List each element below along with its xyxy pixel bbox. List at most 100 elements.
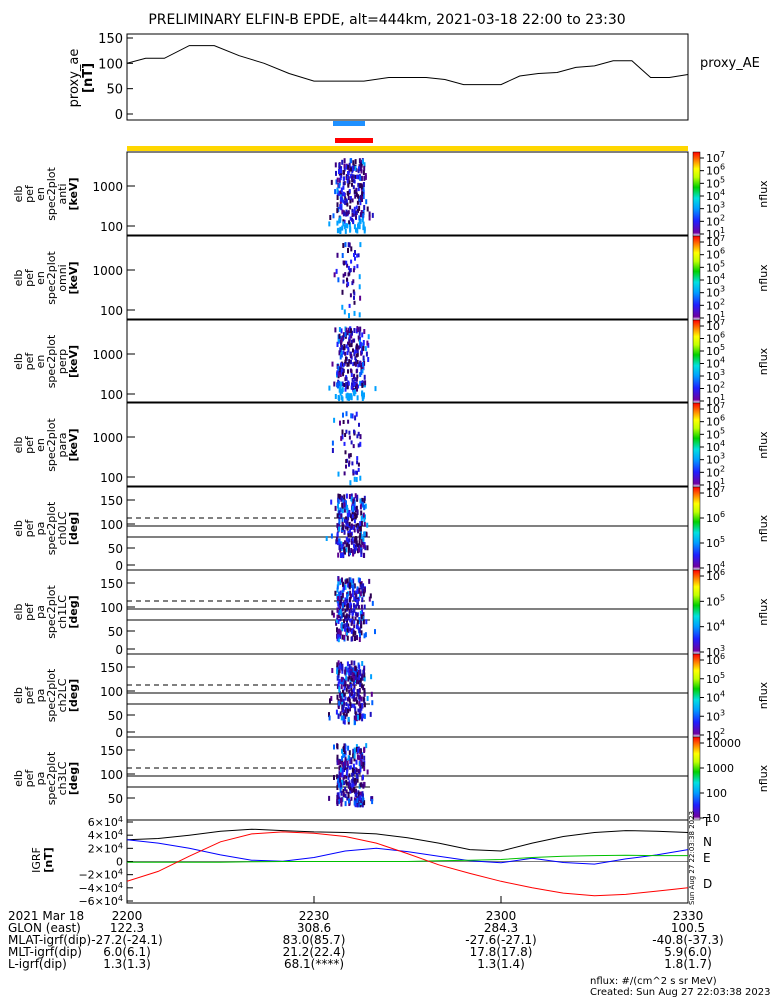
spectrogram-pixel — [344, 760, 347, 766]
spectrogram-pixel — [353, 624, 356, 629]
spectrogram-pixel — [343, 170, 345, 174]
spectrogram-pixel — [353, 352, 356, 357]
spectrogram-pixel — [359, 336, 361, 342]
spectrogram-pixel — [357, 222, 360, 228]
panel-ytick-label: 50 — [108, 792, 123, 806]
panel-ylabel-line: pa — [34, 522, 47, 536]
panel-ytick-label: 100 — [100, 768, 123, 782]
spectrogram-pixel — [339, 175, 342, 181]
spectrogram-pixel — [343, 701, 345, 706]
spectrogram-pixel — [347, 196, 350, 200]
spectrogram-pixel — [342, 745, 345, 751]
spectrogram-pixel — [353, 753, 356, 759]
spectrogram-pixel — [336, 533, 339, 539]
spectrogram-pixel — [363, 329, 366, 334]
spectrogram-pixel — [352, 338, 355, 343]
spectrogram-pixel — [343, 719, 346, 725]
spectrogram-pixel — [359, 782, 362, 788]
spectrogram-pixel — [348, 435, 351, 440]
spectrogram-pixel — [362, 552, 365, 558]
panel-ytick-label: 0 — [115, 726, 123, 740]
spectrogram-pixel — [357, 802, 360, 808]
spectrogram-pixel — [347, 667, 350, 673]
spectrogram-pixel — [361, 716, 364, 722]
colorbar-tick-label: 104 — [706, 619, 725, 634]
spectrogram-pixel — [352, 375, 355, 380]
spectrogram-pixel — [352, 178, 355, 183]
panel-ylabel-line: pef — [23, 184, 36, 203]
spectrogram-pixel — [336, 220, 339, 226]
spectrogram-pixel — [342, 412, 344, 418]
spectrogram-pixel — [347, 248, 349, 253]
spectrogram-pixel — [355, 227, 357, 233]
spectrogram-pixel — [354, 711, 357, 716]
spectrogram-pixel — [341, 761, 344, 767]
spectrogram-pixel — [333, 744, 335, 750]
spectrogram-pixel — [365, 531, 368, 537]
footer-value: 1.8(1.7) — [664, 957, 712, 971]
spectrogram-pixel — [340, 790, 343, 796]
spectrogram-pixel — [340, 328, 343, 334]
spectrogram-pixel — [363, 175, 366, 181]
spectrogram-pixel — [342, 185, 345, 190]
spectrogram-pixel — [368, 578, 371, 584]
spectrogram-pixel — [337, 637, 340, 643]
spectrogram-pixel — [349, 590, 352, 596]
spectrogram-pixel — [350, 393, 352, 399]
spectrogram-pixel — [343, 549, 346, 554]
spectrogram-pixel — [355, 505, 358, 511]
spectrogram-pixel — [347, 603, 349, 608]
spectrogram-pixel — [341, 289, 344, 295]
spectrogram-pixel — [363, 587, 366, 593]
spectrogram-pixel — [351, 612, 354, 617]
spectrogram-pixel — [354, 194, 357, 199]
spectrogram-pixel — [340, 337, 343, 343]
spectrogram-pixel — [350, 339, 353, 344]
spectrogram-pixel — [347, 782, 350, 787]
spectrogram-pixel — [351, 382, 354, 387]
colorbar — [692, 402, 701, 488]
spectrogram-pixel — [360, 501, 363, 506]
spectrogram-panel-para — [126, 402, 704, 488]
spectrogram-pixel — [339, 787, 342, 793]
spectrogram-pixel — [348, 303, 351, 308]
spectrogram-pixel — [358, 664, 361, 670]
spectrogram-pixel — [361, 540, 364, 546]
spectrogram-pixel — [330, 696, 333, 701]
panel-ylabel-line: elb — [12, 770, 25, 787]
spectrogram-pixel — [342, 753, 345, 758]
spectrogram-pixel — [359, 795, 362, 801]
spectrogram-pixel — [345, 520, 348, 525]
spectrogram-pixel — [337, 503, 339, 509]
spectrogram-pixel — [338, 610, 340, 615]
spectrogram-pixel — [351, 213, 354, 217]
spectrogram-pixel — [336, 782, 339, 788]
spectrogram-pixel — [360, 623, 363, 629]
spectrogram-pixel — [338, 217, 341, 223]
spectrogram-pixel — [340, 352, 343, 358]
spectrogram-pixel — [361, 793, 364, 799]
spectrogram-pixel — [346, 578, 349, 584]
spectrogram-pixel — [355, 211, 358, 215]
spectrogram-pixel — [338, 541, 341, 547]
spectrogram-pixel — [359, 200, 362, 206]
spectrogram-pixel — [343, 764, 345, 769]
spectrogram-pixel — [344, 709, 347, 714]
igrf-ylabel: IGRF — [30, 847, 43, 873]
spectrogram-pixel — [345, 384, 347, 389]
spectrogram-pixel — [336, 252, 339, 258]
spectrogram-pixel — [335, 539, 338, 545]
spectrogram-pixel — [351, 377, 354, 382]
spectrogram-pixel — [344, 786, 347, 791]
spectrogram-pixel — [354, 636, 356, 641]
spectrogram-pixel — [352, 160, 355, 166]
spectrogram-pixel — [357, 363, 360, 368]
spectrogram-pixel — [362, 591, 365, 597]
spectrogram-pixel — [355, 358, 358, 363]
panel-ytick-label: 50 — [108, 625, 123, 639]
spectrogram-pixel — [360, 549, 363, 555]
spectrogram-pixel — [353, 528, 356, 533]
igrf-ytick-label: 2×104 — [88, 841, 123, 855]
spectrogram-pixel — [345, 164, 348, 170]
spectrogram-panel-perp — [126, 319, 704, 404]
